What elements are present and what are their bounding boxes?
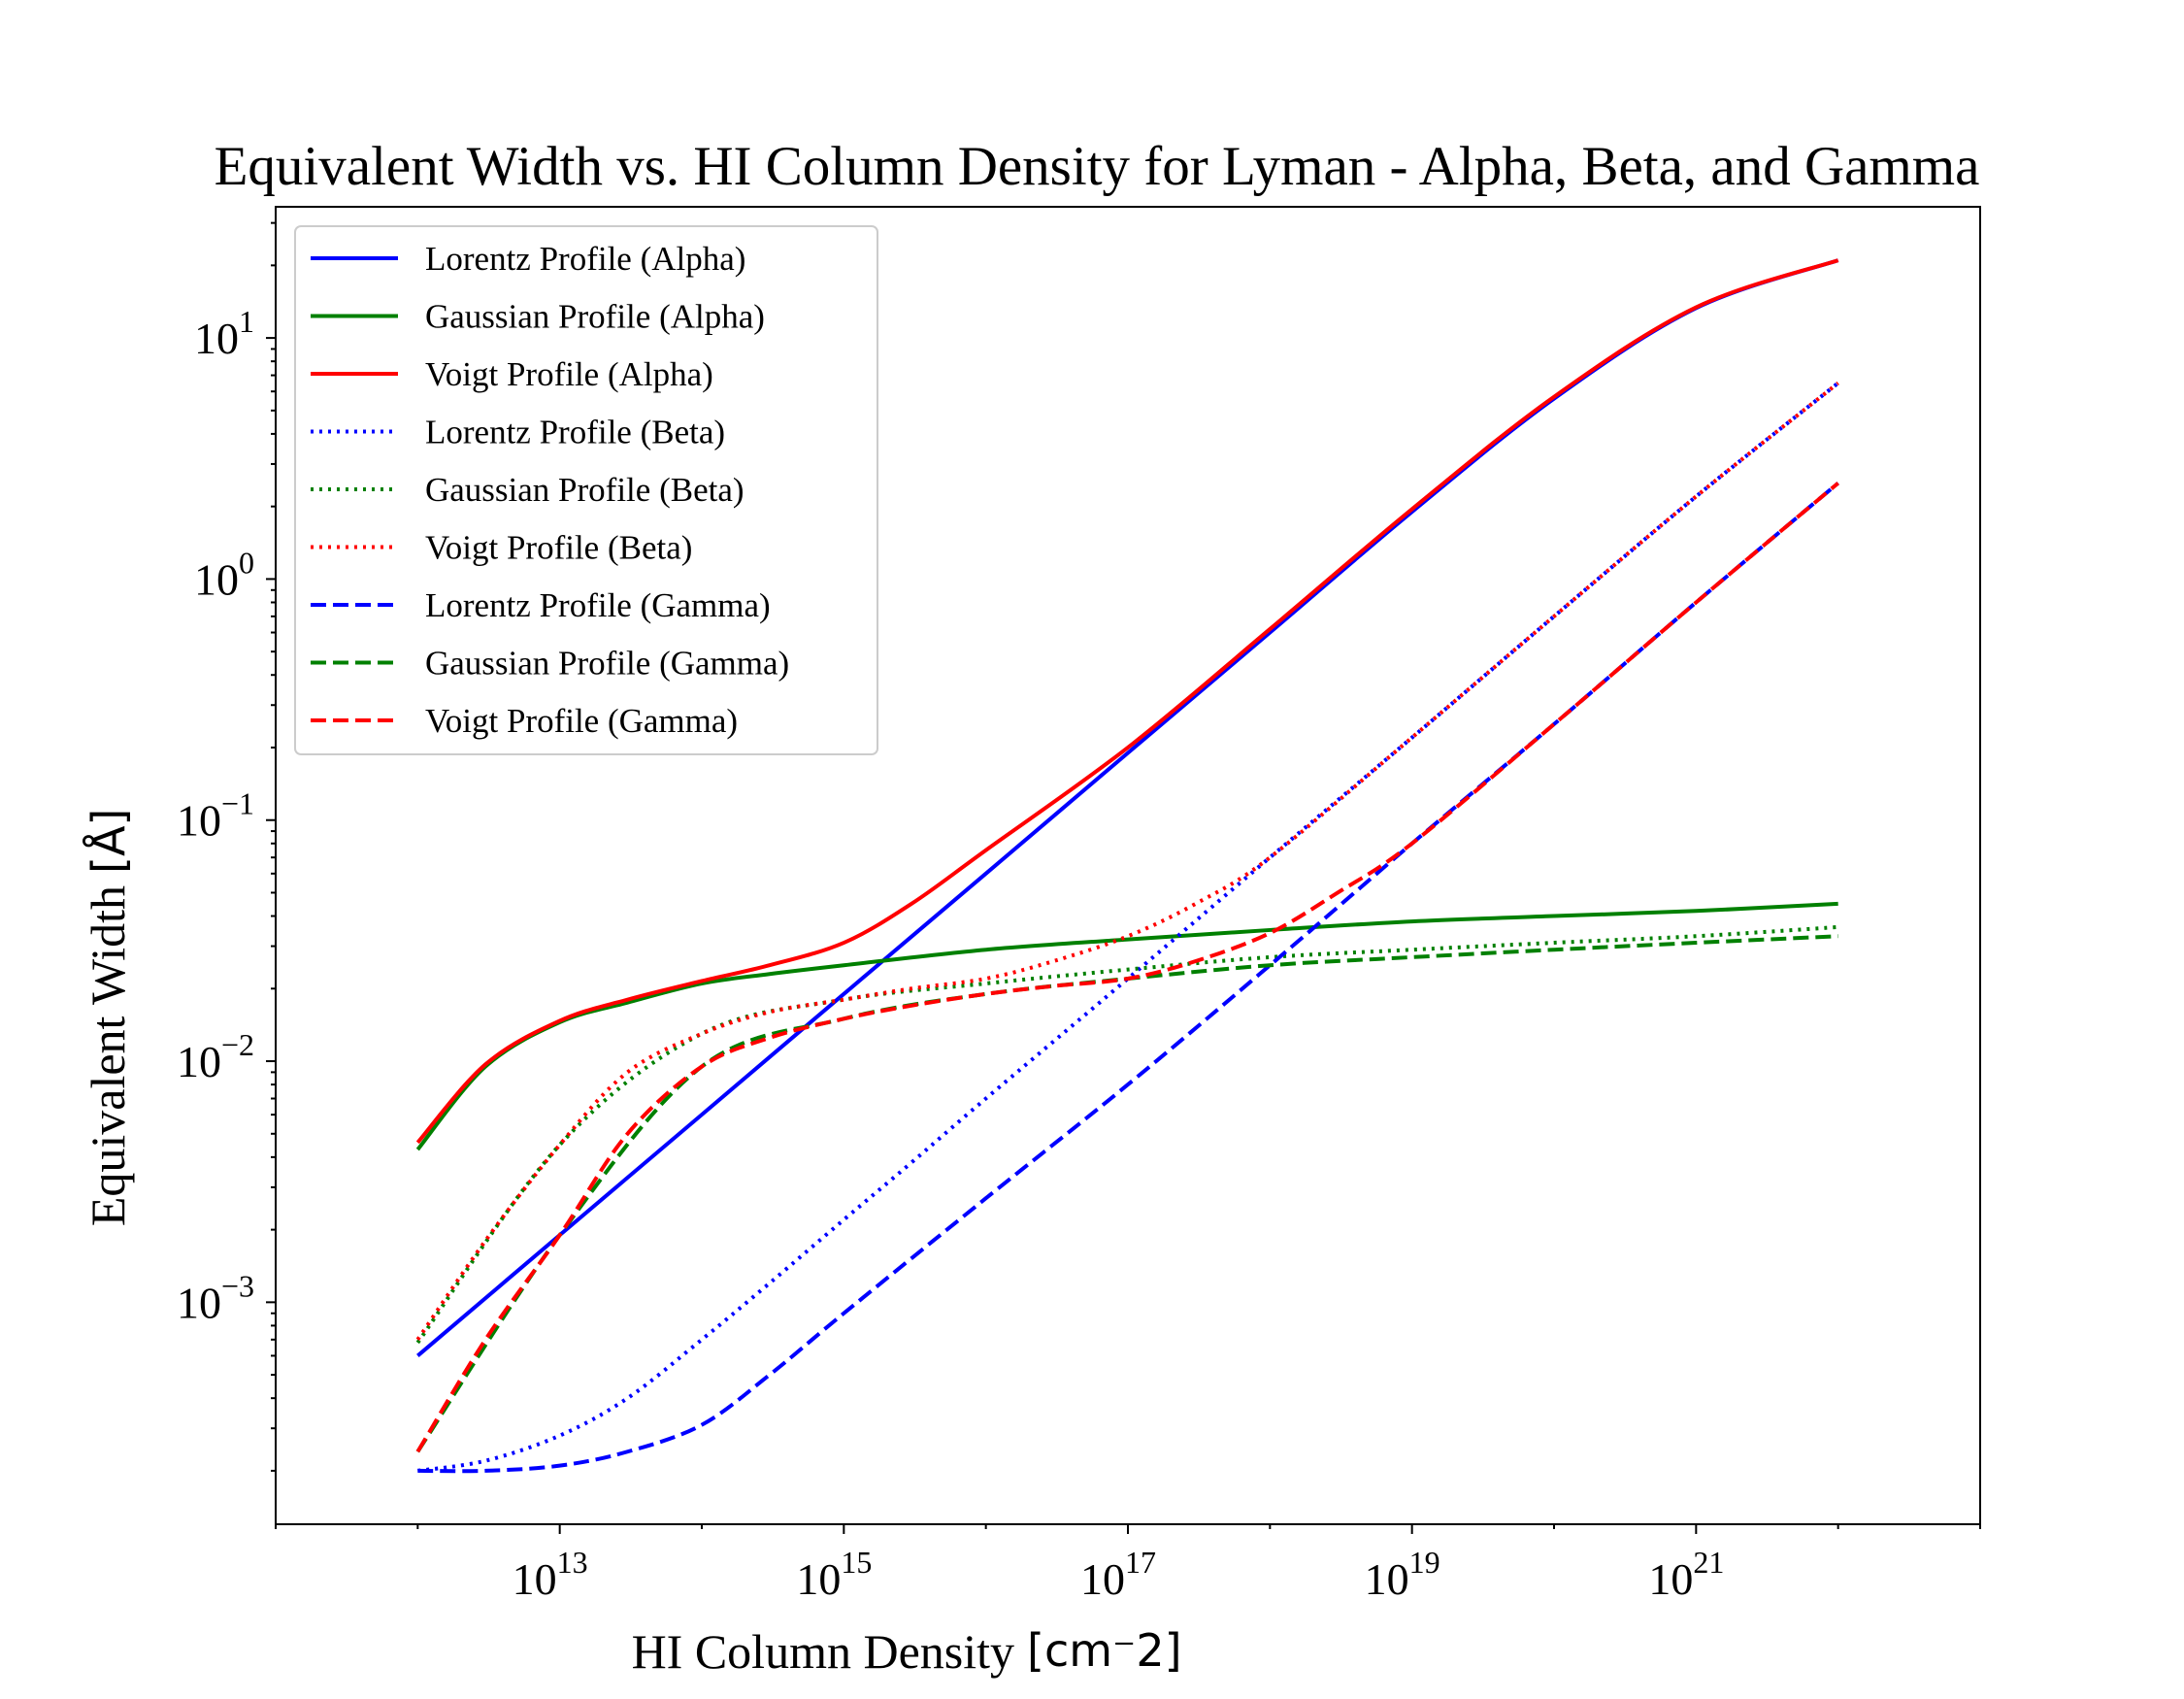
legend-label-3: Lorentz Profile (Beta)	[425, 414, 725, 451]
y-tick-exponent: −3	[221, 1268, 254, 1303]
series-line-2	[415, 258, 1839, 1145]
legend-label-1: Gaussian Profile (Alpha)	[425, 298, 765, 336]
y-tick-base: 10	[177, 796, 221, 846]
y-tick-exponent: 1	[239, 304, 254, 339]
series-line-3	[417, 381, 1839, 1473]
x-tick-label: 1013	[513, 1545, 588, 1604]
y-axis-unit: [Å]	[83, 809, 135, 874]
series-line-5	[415, 381, 1839, 1341]
legend-label-4: Gaussian Profile (Beta)	[425, 471, 745, 509]
x-tick-exponent: 15	[841, 1545, 872, 1580]
y-axis-label: Equivalent Width	[81, 885, 135, 1226]
legend-label-7: Gaussian Profile (Gamma)	[425, 645, 789, 683]
y-tick-base: 10	[177, 1037, 221, 1086]
x-tick-label: 1015	[796, 1545, 872, 1604]
x-tick-label: 1019	[1365, 1545, 1440, 1604]
x-axis-label-text: HI Column Density	[632, 1624, 1014, 1679]
series-line-8	[415, 482, 1839, 1453]
y-axis-label-text: Equivalent Width	[81, 885, 135, 1226]
y-tick-label: 10−2	[177, 1027, 254, 1086]
x-tick-label: 1021	[1648, 1545, 1724, 1604]
x-tick-base: 10	[1648, 1554, 1693, 1604]
legend-label-6: Lorentz Profile (Gamma)	[425, 586, 771, 624]
series-layer	[415, 258, 1839, 1474]
legend-label-0: Lorentz Profile (Alpha)	[425, 240, 745, 278]
x-tick-exponent: 17	[1125, 1545, 1156, 1580]
x-tick-base: 10	[796, 1554, 841, 1604]
x-tick-base: 10	[1080, 1554, 1125, 1604]
y-tick-label: 101	[194, 304, 254, 363]
chart-title: Equivalent Width vs. HI Column Density f…	[215, 136, 1980, 197]
y-tick-exponent: −2	[221, 1027, 254, 1062]
legend: Lorentz Profile (Alpha) Gaussian Profile …	[294, 225, 878, 755]
y-tick-base: 10	[194, 314, 239, 363]
legend-label-2: Voigt Profile (Alpha)	[425, 355, 713, 393]
legend-box	[294, 225, 878, 755]
x-tick-label: 1017	[1080, 1545, 1156, 1604]
y-tick-base: 10	[194, 554, 239, 604]
x-tick-exponent: 13	[557, 1545, 588, 1580]
x-axis-unit: [cm⁻2]	[1027, 1624, 1182, 1677]
legend-label-8: Voigt Profile (Gamma)	[425, 702, 738, 740]
x-tick-exponent: 19	[1409, 1545, 1440, 1580]
y-tick-label: 10−1	[177, 786, 254, 846]
y-tick-label: 100	[194, 545, 254, 604]
legend-label-5: Voigt Profile (Beta)	[425, 529, 692, 567]
x-tick-exponent: 21	[1693, 1545, 1724, 1580]
x-axis-ticks: 1013 1015 1017 1019 1021	[275, 1524, 1981, 1604]
x-axis-label: HI Column Density	[632, 1624, 1014, 1679]
series-line-4	[415, 924, 1838, 1345]
y-tick-label: 10−3	[177, 1268, 254, 1327]
y-tick-base: 10	[177, 1278, 221, 1327]
y-tick-exponent: 0	[239, 545, 254, 580]
series-line-7	[415, 934, 1838, 1453]
y-tick-exponent: −1	[221, 786, 254, 821]
x-tick-base: 10	[1365, 1554, 1409, 1604]
x-tick-base: 10	[513, 1554, 557, 1604]
